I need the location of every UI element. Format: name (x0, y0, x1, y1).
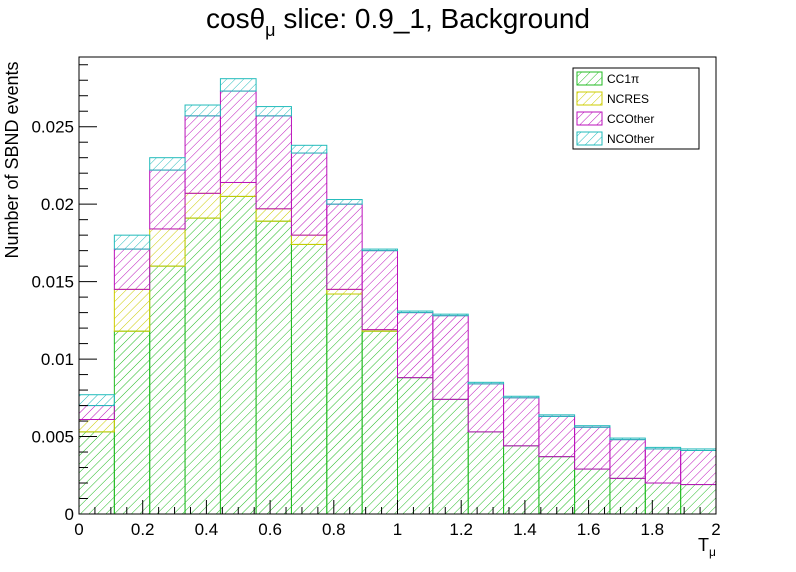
bar-ncres-4 (219, 181, 257, 197)
bar-cc1-16 (644, 482, 682, 515)
chart-title-suffix: slice: 0.9_1, Background (276, 3, 590, 34)
legend-swatch-0 (576, 71, 603, 86)
bar-ncother-5 (255, 106, 292, 117)
y-tick-label-5: 0.025 (31, 118, 74, 137)
bar-ccother-6 (290, 152, 328, 236)
y-tick-label-1: 0.005 (31, 428, 74, 447)
x-axis-label-subscript: μ (709, 545, 716, 559)
legend-swatch-2 (576, 111, 603, 126)
chart-title-subscript: μ (265, 20, 275, 40)
bar-ncother-11 (467, 381, 505, 385)
legend-swatch-3 (576, 131, 603, 146)
bar-cc1-4 (219, 195, 257, 515)
x-tick-label-8: 1.6 (577, 520, 601, 539)
x-axis-label: Tμ (698, 535, 716, 559)
bar-ncres-1 (113, 288, 151, 332)
bar-ncother-9 (397, 310, 434, 314)
bar-ncother-10 (432, 313, 469, 317)
bar-ncother-17 (680, 448, 717, 451)
bar-ncres-6 (290, 234, 328, 245)
bar-ncres-2 (149, 228, 186, 267)
bar-ccother-10 (432, 315, 469, 400)
bar-ncother-7 (326, 199, 363, 205)
bar-ncother-14 (574, 425, 611, 428)
bar-ncother-6 (290, 144, 328, 154)
y-tick-label-3: 0.015 (31, 273, 74, 292)
bar-cc1-5 (255, 220, 292, 515)
bar-ncres-3 (184, 192, 221, 219)
legend-label-0: CC1π (607, 72, 639, 86)
bar-ccother-12 (503, 397, 540, 447)
legend-label-2: CCOther (607, 112, 654, 126)
bar-ccother-3 (184, 115, 221, 194)
x-tick-label-6: 1.2 (449, 520, 473, 539)
x-tick-label-2: 0.4 (195, 520, 219, 539)
x-tick-label-7: 1.4 (513, 520, 537, 539)
bar-ccother-15 (609, 439, 646, 479)
bar-cc1-15 (609, 477, 646, 515)
x-tick-label-3: 0.6 (258, 520, 282, 539)
x-tick-label-9: 1.8 (640, 520, 664, 539)
bars-group (78, 78, 717, 515)
legend-swatch-1 (576, 91, 603, 106)
bar-ncother-13 (538, 414, 576, 417)
bar-cc1-0 (78, 431, 115, 515)
bar-ccother-16 (644, 448, 682, 484)
x-tick-label-1: 0.2 (131, 520, 155, 539)
bar-cc1-8 (361, 330, 399, 515)
bar-ccother-0 (78, 405, 115, 421)
bar-cc1-6 (290, 243, 328, 515)
bar-cc1-2 (149, 265, 186, 515)
bar-cc1-1 (113, 330, 151, 515)
bar-cc1-7 (326, 293, 363, 515)
legend-label-1: NCRES (607, 92, 649, 106)
y-axis-label: Number of SBND events (2, 61, 22, 258)
bar-ccother-8 (361, 250, 399, 331)
x-tick-label-0: 0 (74, 520, 83, 539)
legend: CC1π NCRES CCOther NCOther (572, 67, 700, 150)
bar-ccother-11 (467, 383, 505, 433)
bar-cc1-3 (184, 217, 221, 515)
bar-cc1-17 (680, 484, 717, 515)
bar-cc1-9 (397, 377, 434, 515)
bar-ncother-4 (219, 78, 257, 92)
bar-cc1-13 (538, 456, 576, 515)
bar-ccother-14 (574, 426, 611, 470)
bar-ccother-7 (326, 203, 363, 290)
axes-group: 0 0.2 0.4 0.6 0.8 1 1.2 1.4 1.6 1.8 2 0 0.005 0.01 0.0… (31, 64, 721, 539)
x-tick-label-5: 1 (393, 520, 402, 539)
bar-ccother-13 (538, 415, 576, 458)
bar-ccother-1 (113, 248, 151, 290)
bar-ccother-5 (255, 115, 292, 210)
bar-cc1-10 (432, 398, 469, 515)
bar-ncres-5 (255, 208, 292, 222)
bar-cc1-11 (467, 431, 505, 515)
bar-ccother-9 (397, 312, 434, 379)
y-tick-label-4: 0.02 (41, 195, 74, 214)
bar-ncother-0 (78, 394, 115, 407)
bar-ncother-1 (113, 234, 151, 250)
bar-ncother-8 (361, 248, 399, 252)
bar-ncother-2 (149, 157, 186, 171)
x-tick-label-4: 0.8 (322, 520, 346, 539)
x-tick-label-10: 2 (711, 520, 720, 539)
chart-title: cosθμ slice: 0.9_1, Background (206, 3, 590, 40)
bar-ncother-3 (184, 104, 221, 117)
y-tick-label-2: 0.01 (41, 350, 74, 369)
bar-ncother-15 (609, 437, 646, 441)
y-tick-label-0: 0 (65, 505, 74, 524)
bar-ccother-4 (219, 90, 257, 183)
bar-ncother-12 (503, 395, 540, 399)
bar-ncres-7 (326, 288, 363, 295)
bar-cc1-12 (503, 445, 540, 515)
bar-ccother-2 (149, 169, 186, 230)
x-axis-label-base: T (698, 535, 709, 555)
legend-label-3: NCOther (607, 132, 654, 146)
chart-title-prefix: cosθ (206, 3, 265, 34)
bar-ccother-17 (680, 449, 717, 486)
bar-ncother-16 (644, 446, 682, 450)
